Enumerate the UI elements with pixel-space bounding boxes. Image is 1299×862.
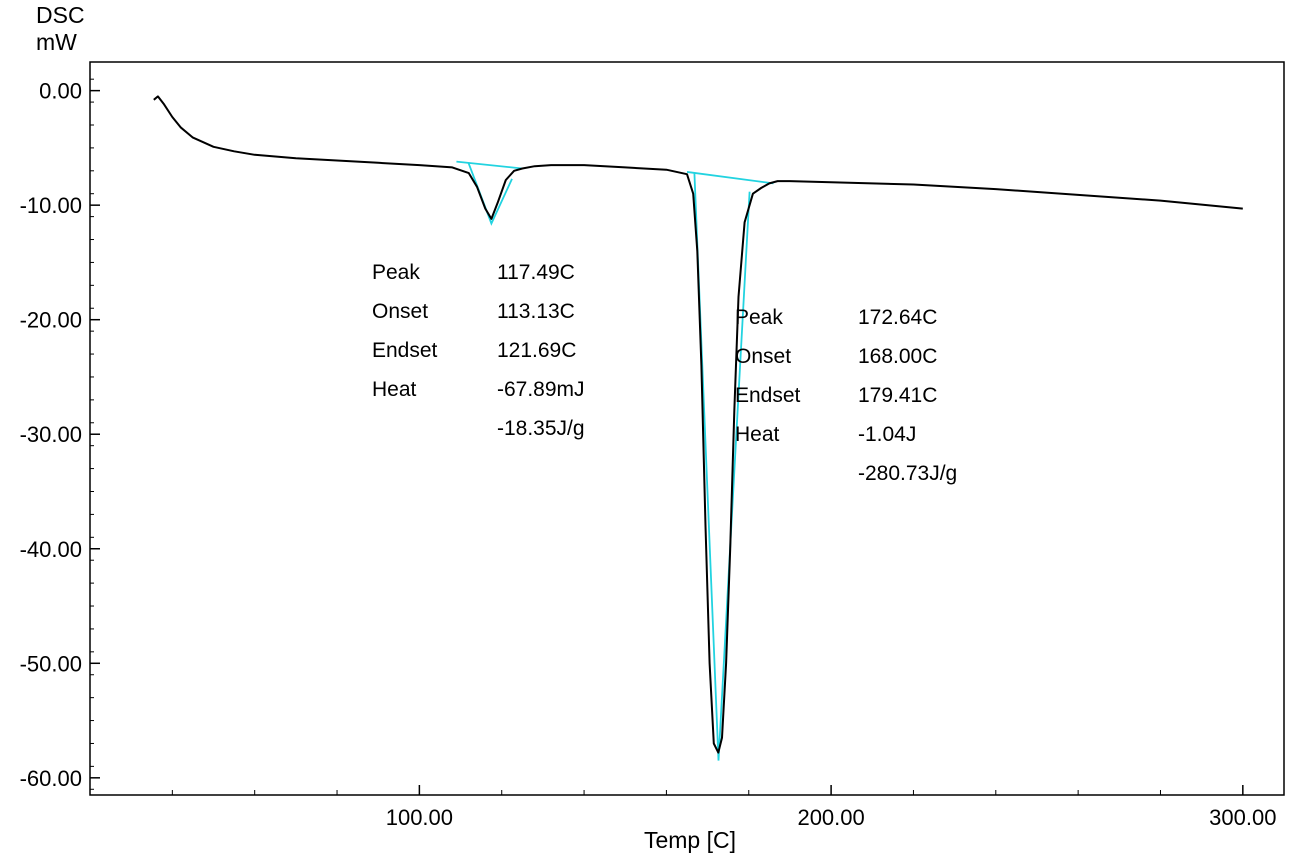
baseline-line	[456, 160, 523, 170]
annotation-value: -67.89mJ	[497, 378, 585, 401]
curves	[153, 95, 1243, 754]
annotation-label: Peak	[735, 306, 783, 329]
ticks: 0.00 -10.00 -20.00 -30.00 -40.00 -50.00 -60.00…	[20, 79, 1277, 830]
y-tick-label: -40.00	[20, 537, 82, 562]
annotation-value: 168.00C	[858, 345, 937, 368]
annotation-block: Peak 117.49C Onset 113.13C Endset 121.69C Heat…	[372, 261, 585, 440]
y-tick-label: -60.00	[20, 766, 82, 791]
annotation-label: Onset	[735, 345, 791, 368]
annotation-value: 172.64C	[858, 306, 937, 329]
plot-frame	[89, 61, 1285, 796]
y-axis-title-line1: DSC	[36, 2, 85, 28]
annotation-label: Endset	[735, 384, 801, 407]
annotation-value: -280.73J/g	[858, 462, 957, 485]
y-tick-label: -20.00	[20, 308, 82, 333]
y-tick-label: -50.00	[20, 651, 82, 676]
annotation-label: Heat	[372, 378, 417, 401]
annotation-label: Endset	[372, 339, 438, 362]
annotation-value: -18.35J/g	[497, 417, 585, 440]
y-tick-label: 0.00	[39, 79, 82, 104]
x-tick-label: 100.00	[386, 805, 453, 830]
annotation-value: -1.04J	[858, 423, 916, 446]
x-tick-label: 200.00	[797, 805, 864, 830]
annotation-block: Peak 172.64C Onset 168.00C Endset 179.41C Heat…	[735, 306, 957, 485]
annotation-value: 117.49C	[497, 261, 575, 284]
annotation-value: 113.13C	[497, 300, 575, 323]
y-tick-label: -10.00	[20, 193, 82, 218]
y-axis-title: DSC mW	[36, 2, 85, 56]
annotation-label: Heat	[735, 423, 780, 446]
annotation-value: 179.41C	[858, 384, 937, 407]
annotation-value: 121.69C	[497, 339, 576, 362]
x-tick-label: 300.00	[1209, 805, 1276, 830]
x-axis-title: Temp [C]	[644, 827, 736, 853]
annotations: Peak 117.49C Onset 113.13C Endset 121.69C Heat…	[372, 261, 957, 485]
annotation-label: Peak	[372, 261, 420, 284]
y-axis-title-line2: mW	[36, 29, 77, 55]
baseline-line	[686, 171, 774, 185]
peak-construction-line	[467, 162, 513, 226]
dsc-curve	[153, 95, 1243, 754]
annotation-label: Onset	[372, 300, 428, 323]
y-tick-label: -30.00	[20, 422, 82, 447]
